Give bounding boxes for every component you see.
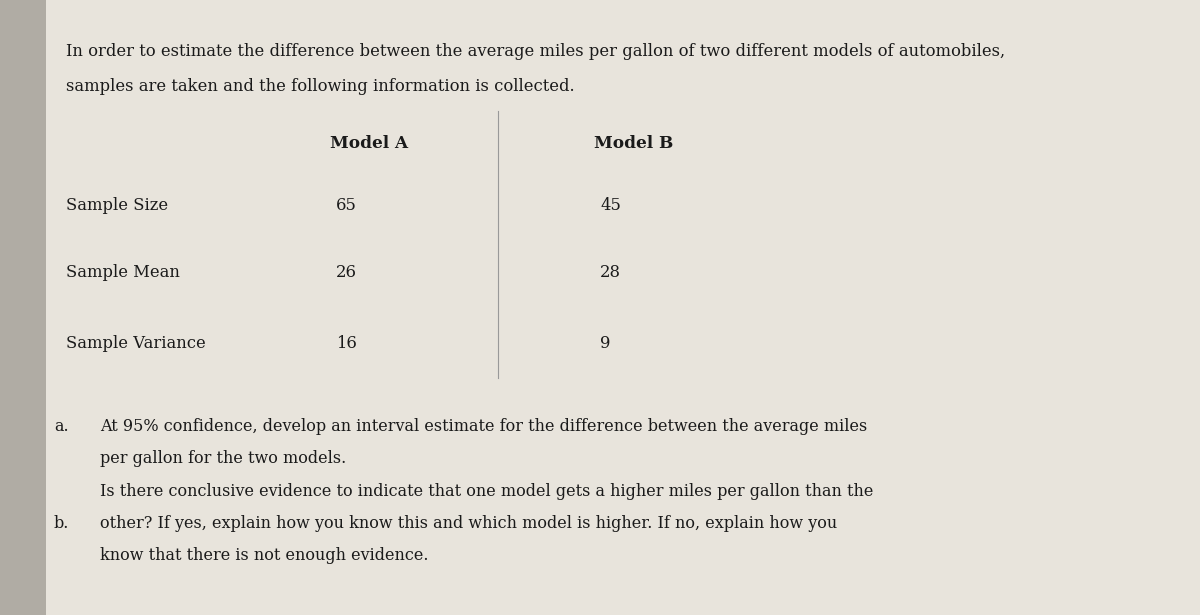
Text: 16: 16	[336, 335, 356, 352]
Text: Is there conclusive evidence to indicate that one model gets a higher miles per : Is there conclusive evidence to indicate…	[100, 483, 872, 500]
Text: 28: 28	[600, 264, 622, 282]
Text: 45: 45	[600, 197, 620, 214]
Text: At 95% confidence, develop an interval estimate for the difference between the a: At 95% confidence, develop an interval e…	[100, 418, 866, 435]
Text: 9: 9	[600, 335, 611, 352]
Bar	[0, 0, 46, 615]
Text: b.: b.	[54, 515, 70, 532]
Text: In order to estimate the difference between the average miles per gallon of two : In order to estimate the difference betw…	[66, 43, 1006, 60]
Text: other? If yes, explain how you know this and which model is higher. If no, expla: other? If yes, explain how you know this…	[100, 515, 836, 532]
Text: Sample Size: Sample Size	[66, 197, 168, 214]
Text: 26: 26	[336, 264, 358, 282]
Text: Model A: Model A	[330, 135, 408, 153]
Text: per gallon for the two models.: per gallon for the two models.	[100, 450, 346, 467]
Text: Model B: Model B	[594, 135, 673, 153]
Text: 65: 65	[336, 197, 356, 214]
Text: know that there is not enough evidence.: know that there is not enough evidence.	[100, 547, 428, 565]
Text: Sample Mean: Sample Mean	[66, 264, 180, 282]
Text: Sample Variance: Sample Variance	[66, 335, 205, 352]
Text: samples are taken and the following information is collected.: samples are taken and the following info…	[66, 78, 575, 95]
Text: a.: a.	[54, 418, 68, 435]
